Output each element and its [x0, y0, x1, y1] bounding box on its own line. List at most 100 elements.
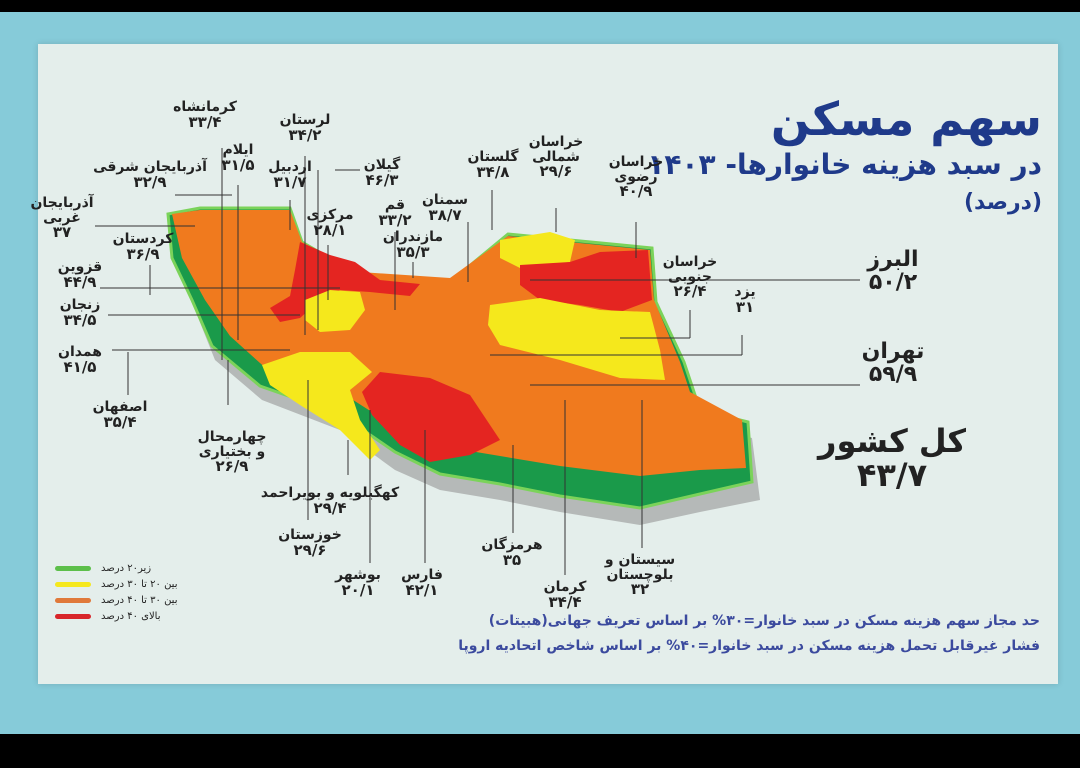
province-value: ۴۶/۳	[365, 170, 399, 189]
region-yellow-southwest	[262, 352, 380, 460]
province-name: سیستان و بلوچستان	[604, 552, 676, 583]
province-label: قزوین ۴۴/۹	[58, 260, 102, 290]
legend-label: بین ۲۰ تا ۳۰ درصد	[101, 578, 178, 590]
province-name: گلستان	[467, 149, 519, 165]
province-value: ۵۹/۹	[868, 362, 918, 388]
region-yellow-center	[305, 290, 365, 332]
province-value: ۲۶/۹	[215, 457, 249, 476]
province-name: خراسان شمالی	[528, 134, 584, 165]
province-value: ۵۰/۲	[868, 270, 918, 296]
province-label: هرمزگان ۳۵	[481, 538, 542, 568]
legend-label: بالای ۴۰ درصد	[101, 610, 161, 622]
province-label: گیلان ۴۶/۳	[364, 158, 400, 188]
province-value: ۳۳/۴	[188, 112, 222, 131]
province-value: ۳۷	[52, 223, 72, 242]
region-red-khorasan	[520, 250, 652, 312]
province-value: ۳۱/۵	[221, 155, 255, 174]
province-value: ۲۹/۶	[293, 540, 327, 559]
province-label: کهگیلویه و بویراحمد ۲۹/۴	[261, 486, 399, 516]
province-value: ۲۸/۱	[313, 220, 347, 239]
province-label: اردبیل ۳۱/۷	[268, 160, 312, 190]
province-value: ۲۹/۶	[539, 162, 573, 181]
province-name: قم	[384, 197, 406, 213]
province-name: بوشهر	[335, 567, 381, 583]
province-name: گیلان	[363, 157, 401, 173]
province-label: سیستان و بلوچستان ۳۲	[601, 553, 679, 598]
province-name: کهگیلویه و بویراحمد	[260, 485, 400, 501]
legend: زیر۲۰ درصد بین ۲۰ تا ۳۰ درصد بین ۳۰ تا ۴…	[55, 560, 177, 624]
province-value: ۳۵	[502, 550, 522, 569]
province-name: کرمان	[543, 579, 587, 595]
province-value: ۳۲/۹	[133, 172, 167, 191]
region-red-fars	[362, 372, 500, 462]
legend-swatch	[55, 565, 91, 571]
region-yellow-east	[488, 298, 665, 380]
total-value: ۴۳/۷	[856, 455, 928, 494]
province-label: گلستان ۳۴/۸	[467, 150, 518, 180]
province-name: آذربایجان غربی	[30, 195, 94, 226]
province-name: سمنان	[421, 192, 469, 208]
legend-swatch	[55, 581, 91, 587]
province-label: آذربایجان غربی ۳۷	[23, 196, 101, 241]
province-label: اصفهان ۳۵/۴	[93, 400, 148, 430]
province-name: اصفهان	[92, 399, 148, 415]
legend-item: بین ۲۰ تا ۳۰ درصد	[55, 576, 177, 592]
province-name: خراسان رضوی	[608, 154, 664, 185]
province-value: ۳۶/۹	[126, 244, 160, 263]
leader-lines	[95, 148, 860, 575]
province-value: ۳۸/۷	[428, 205, 462, 224]
region-yellow-khorasan-north	[500, 232, 575, 268]
province-value: ۳۱/۷	[273, 172, 307, 191]
legend-label: زیر۲۰ درصد	[101, 562, 152, 574]
province-label: یزد ۳۱	[734, 285, 755, 315]
province-value: ۳۴/۲	[288, 125, 322, 144]
province-name: هرمزگان	[481, 537, 543, 553]
legend-label: بین ۳۰ تا ۴۰ درصد	[101, 594, 178, 606]
province-name: فارس	[401, 567, 443, 583]
unit-label: (درصد)	[963, 190, 1042, 215]
province-label: کردستان ۳۶/۹	[113, 232, 174, 262]
province-name: زنجان	[59, 297, 101, 313]
province-value: ۴۰/۹	[619, 182, 653, 201]
province-name: خراسان جنوبی	[662, 254, 718, 285]
map-provinces	[172, 210, 746, 476]
note-habitat: حد مجاز سهم هزینه مسکن در سبد خانوار=۳۰%…	[488, 613, 1040, 629]
province-label: تهران ۵۹/۹	[862, 340, 925, 386]
province-label: مرکزی ۲۸/۱	[306, 208, 353, 238]
province-name: اردبیل	[268, 159, 312, 175]
province-value: ۴۴/۹	[63, 272, 97, 291]
province-name: کردستان	[112, 231, 174, 247]
province-label: خراسان جنوبی ۲۶/۴	[651, 255, 729, 300]
province-label: کرمان ۳۴/۴	[544, 580, 587, 610]
page-title: سهم مسکن	[770, 92, 1042, 146]
total-country-label: کل کشور ۴۳/۷	[818, 422, 966, 494]
province-label: چهارمحال و بختیاری ۲۶/۹	[193, 430, 271, 475]
legend-swatch	[55, 613, 91, 619]
province-value: ۳۴/۵	[63, 310, 97, 329]
province-value: ۳۳/۲	[378, 210, 412, 229]
province-value: ۳۱	[735, 297, 755, 316]
province-label: خوزستان ۲۹/۶	[278, 528, 342, 558]
province-name: یزد	[734, 284, 756, 300]
total-name: کل کشور	[818, 422, 966, 460]
province-name: تهران	[861, 339, 925, 364]
province-label: خراسان رضوی ۴۰/۹	[597, 155, 675, 200]
province-value: ۳۲	[630, 580, 650, 599]
province-name: مازندران	[382, 229, 444, 245]
province-label: فارس ۴۲/۱	[401, 568, 443, 598]
province-label: کرمانشاه ۳۳/۴	[173, 100, 237, 130]
province-name: مرکزی	[306, 207, 354, 223]
province-label: البرز ۵۰/۲	[867, 248, 918, 294]
province-label: لرستان ۳۴/۲	[280, 113, 331, 143]
province-name: البرز	[867, 247, 919, 272]
province-value: ۳۴/۸	[476, 162, 510, 181]
province-name: قزوین	[57, 259, 103, 275]
province-label: همدان ۴۱/۵	[58, 345, 102, 375]
province-value: ۲۰/۱	[341, 580, 375, 599]
legend-item: زیر۲۰ درصد	[55, 560, 177, 576]
province-label: ایلام ۳۱/۵	[222, 143, 255, 173]
province-name: همدان	[58, 344, 102, 360]
province-value: ۳۴/۴	[548, 592, 582, 611]
province-name: ایلام	[222, 142, 254, 158]
